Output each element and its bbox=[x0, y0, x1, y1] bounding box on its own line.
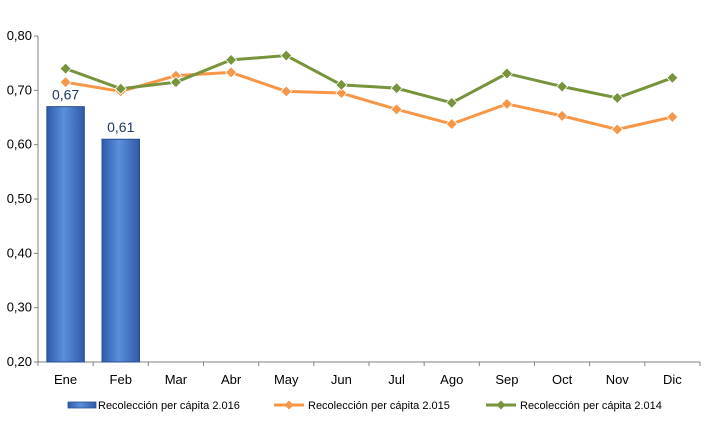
line-point bbox=[445, 117, 458, 131]
line-point bbox=[611, 123, 624, 136]
line-point bbox=[114, 82, 127, 95]
line-point bbox=[59, 76, 72, 89]
bar bbox=[101, 138, 141, 363]
series-line bbox=[65, 54, 673, 105]
line-series bbox=[59, 49, 679, 136]
y-tick-label: 0,40 bbox=[7, 245, 32, 260]
y-tick-label: 0,30 bbox=[7, 300, 32, 315]
x-tick-label: May bbox=[274, 372, 299, 387]
x-tick-label: Jul bbox=[388, 372, 405, 387]
line-point bbox=[335, 86, 348, 100]
line-point bbox=[225, 53, 238, 66]
y-tick-label: 0,60 bbox=[7, 137, 32, 152]
x-tick-label: Abr bbox=[221, 372, 242, 387]
x-tick-label: Nov bbox=[606, 372, 630, 387]
x-tick-label: Dic bbox=[663, 372, 682, 387]
data-label: 0,61 bbox=[107, 119, 134, 135]
y-tick-label: 0,70 bbox=[7, 82, 32, 97]
line-point bbox=[666, 71, 679, 84]
series-line bbox=[65, 70, 673, 131]
line-point bbox=[169, 76, 182, 89]
legend-swatch-bar bbox=[67, 401, 97, 409]
legend-swatch-marker bbox=[496, 400, 506, 410]
line-point bbox=[500, 97, 513, 110]
legend-swatch-marker bbox=[284, 400, 294, 410]
line-point bbox=[445, 96, 458, 109]
x-tick-label: Ago bbox=[440, 372, 463, 387]
y-tick-label: 0,80 bbox=[7, 28, 32, 43]
x-tick-label: Sep bbox=[495, 372, 518, 387]
line-point bbox=[390, 103, 403, 116]
data-label: 0,67 bbox=[52, 87, 79, 103]
line-point bbox=[335, 78, 348, 91]
bar bbox=[46, 106, 85, 363]
line-point bbox=[666, 110, 679, 124]
line-point bbox=[280, 49, 293, 62]
legend: Recolección per cápita 2.016 Recolección … bbox=[67, 400, 662, 412]
line-point bbox=[280, 85, 293, 98]
line-point bbox=[59, 62, 72, 75]
y-tick-label: 0,20 bbox=[7, 354, 32, 369]
y-axis: 0,20 0,30 0,40 0,50 0,60 0,70 0,80 bbox=[7, 28, 39, 369]
line-point bbox=[556, 80, 569, 93]
legend-label: Recolección per cápita 2.014 bbox=[520, 400, 662, 412]
line-point bbox=[611, 91, 624, 105]
x-tick-label: Mar bbox=[165, 372, 188, 387]
x-tick-label: Jun bbox=[331, 372, 352, 387]
line-point bbox=[225, 66, 238, 79]
x-tick-label: Oct bbox=[552, 372, 573, 387]
line-point bbox=[556, 109, 569, 122]
bar-series: 0,67 0,61 bbox=[46, 87, 141, 363]
legend-label: Recolección per cápita 2.015 bbox=[308, 400, 450, 412]
legend-label: Recolección per cápita 2.016 bbox=[98, 400, 240, 412]
x-tick-label: Ene bbox=[54, 372, 77, 387]
line-point bbox=[390, 82, 403, 95]
y-tick-label: 0,50 bbox=[7, 191, 32, 206]
x-tick-label: Feb bbox=[110, 372, 132, 387]
x-axis: Ene Feb Mar Abr May Jun Jul Ago Sep Oct Nov Dic bbox=[37, 361, 701, 387]
line-point bbox=[500, 67, 513, 80]
